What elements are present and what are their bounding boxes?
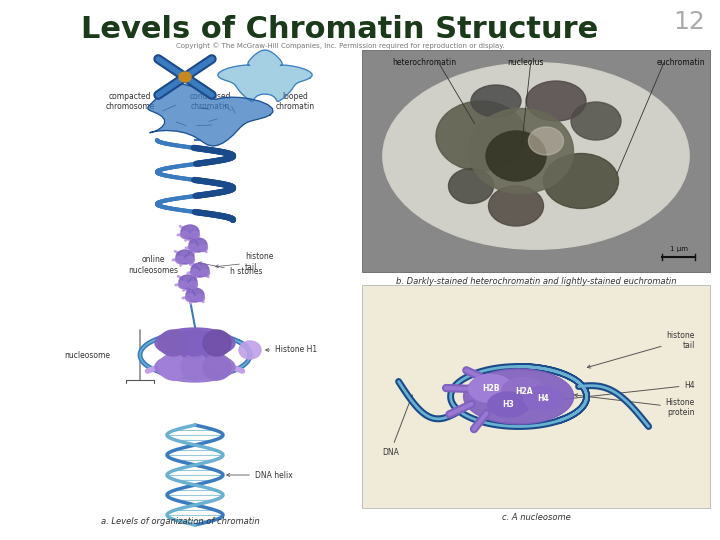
Ellipse shape	[159, 330, 187, 356]
Text: H3: H3	[503, 400, 515, 409]
Text: b. Darkly-stained heterochromatin and lightly-stained euchromatin: b. Darkly-stained heterochromatin and li…	[396, 277, 676, 286]
Ellipse shape	[191, 263, 209, 277]
Text: Histone
protein: Histone protein	[575, 394, 695, 417]
Ellipse shape	[179, 72, 191, 82]
Ellipse shape	[449, 168, 493, 204]
Ellipse shape	[191, 232, 199, 239]
Text: DNA: DNA	[382, 395, 413, 457]
Polygon shape	[217, 50, 312, 102]
FancyBboxPatch shape	[362, 285, 710, 508]
Ellipse shape	[191, 269, 199, 276]
Ellipse shape	[469, 109, 574, 193]
Text: 12: 12	[673, 10, 705, 34]
Text: histone
tail: histone tail	[588, 331, 695, 368]
Ellipse shape	[189, 238, 207, 252]
Ellipse shape	[181, 232, 189, 239]
Ellipse shape	[464, 369, 574, 424]
Ellipse shape	[181, 330, 209, 356]
Text: Histone H1: Histone H1	[266, 346, 317, 354]
Text: a. Levels of organization of chromatin: a. Levels of organization of chromatin	[101, 517, 259, 526]
Ellipse shape	[502, 377, 546, 406]
Ellipse shape	[199, 245, 207, 252]
Text: H4: H4	[538, 394, 549, 403]
Ellipse shape	[383, 63, 689, 249]
Text: compacted
chromosome: compacted chromosome	[105, 92, 155, 111]
Ellipse shape	[523, 386, 564, 411]
Ellipse shape	[155, 328, 235, 358]
Ellipse shape	[487, 392, 530, 417]
Text: c. A nucleosome: c. A nucleosome	[502, 513, 570, 522]
Ellipse shape	[159, 354, 187, 380]
Ellipse shape	[239, 341, 261, 359]
Text: nucleosome: nucleosome	[64, 350, 110, 360]
Text: heterochromatin: heterochromatin	[392, 58, 456, 67]
Ellipse shape	[200, 269, 210, 276]
Text: nucleolus: nucleolus	[508, 58, 544, 67]
Text: Copyright © The McGraw-Hill Companies, Inc. Permission required for reproduction: Copyright © The McGraw-Hill Companies, I…	[176, 42, 504, 49]
Text: looped
chromatin: looped chromatin	[276, 92, 315, 111]
Ellipse shape	[526, 81, 586, 121]
Ellipse shape	[196, 294, 204, 301]
Ellipse shape	[544, 153, 618, 208]
Ellipse shape	[528, 127, 564, 155]
Text: H2A: H2A	[515, 387, 532, 396]
Text: H2B: H2B	[482, 384, 500, 393]
Text: 1 μm: 1 μm	[670, 246, 688, 252]
Ellipse shape	[176, 250, 194, 264]
Text: euchromatin: euchromatin	[657, 58, 705, 67]
Ellipse shape	[471, 85, 521, 117]
Ellipse shape	[181, 354, 209, 380]
Ellipse shape	[189, 281, 197, 288]
Ellipse shape	[203, 354, 231, 380]
Ellipse shape	[469, 375, 513, 402]
Ellipse shape	[155, 352, 235, 382]
Text: condensed
chromatin: condensed chromatin	[189, 92, 230, 111]
Text: h stones: h stones	[199, 262, 263, 276]
Text: online
nucleosomes: online nucleosomes	[128, 255, 178, 275]
Ellipse shape	[488, 186, 544, 226]
Ellipse shape	[176, 256, 184, 264]
Text: Levels of Chromatin Structure: Levels of Chromatin Structure	[81, 15, 598, 44]
Ellipse shape	[486, 131, 546, 181]
Text: H4: H4	[547, 381, 695, 402]
Text: histone
tail: histone tail	[215, 252, 274, 272]
Ellipse shape	[179, 275, 197, 289]
Polygon shape	[148, 84, 273, 146]
Ellipse shape	[571, 102, 621, 140]
Ellipse shape	[186, 256, 194, 264]
Ellipse shape	[186, 294, 194, 301]
Ellipse shape	[203, 330, 231, 356]
Ellipse shape	[436, 101, 526, 171]
Ellipse shape	[181, 225, 199, 239]
Text: DNA helix: DNA helix	[227, 470, 293, 480]
Ellipse shape	[179, 281, 187, 288]
Ellipse shape	[186, 288, 204, 302]
Ellipse shape	[189, 245, 197, 252]
FancyBboxPatch shape	[362, 50, 710, 272]
